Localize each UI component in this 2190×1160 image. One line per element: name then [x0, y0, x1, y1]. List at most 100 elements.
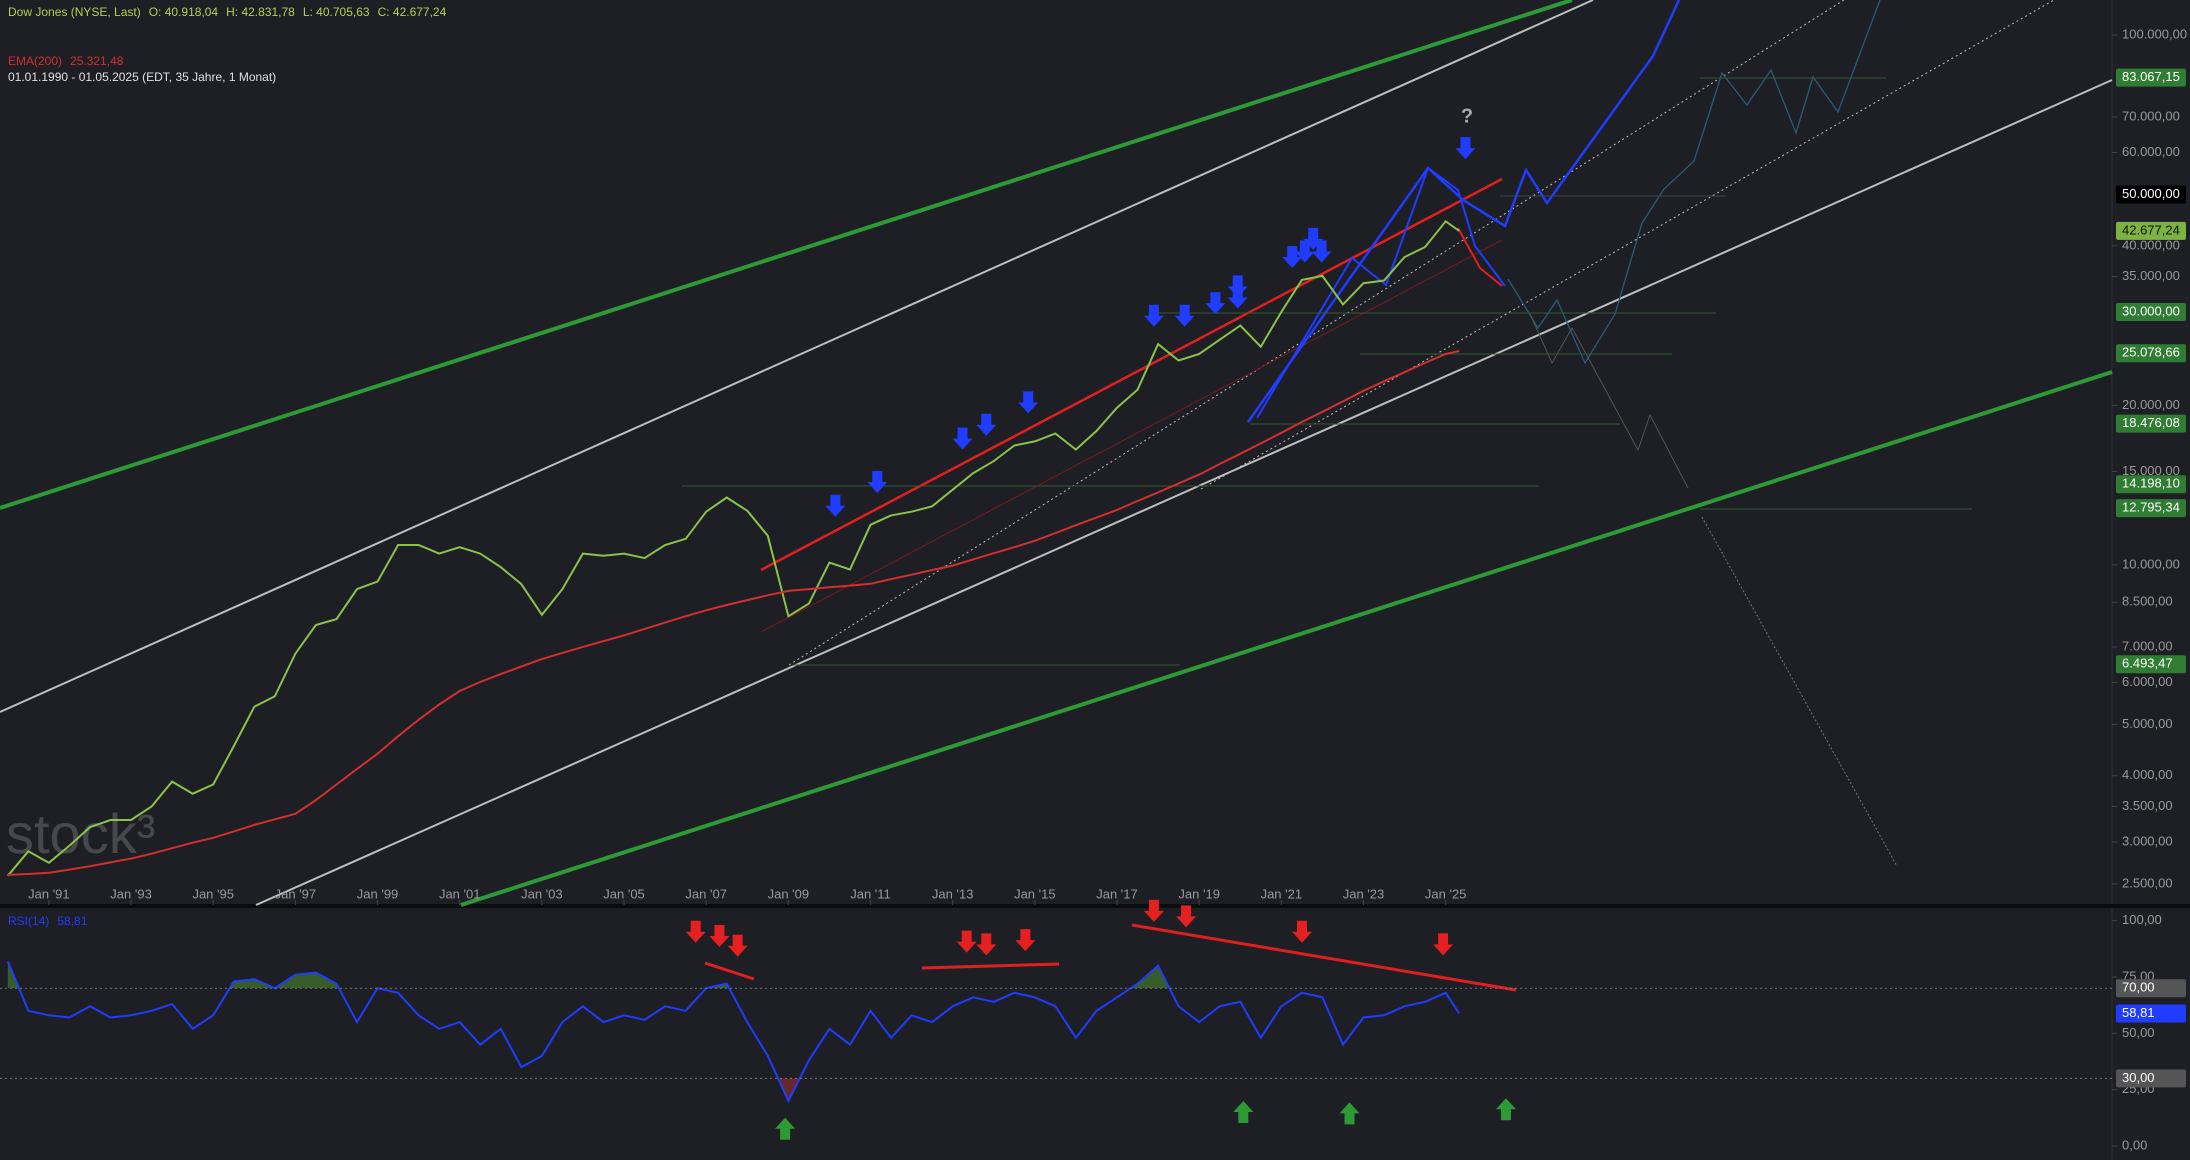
- trendline: [255, 79, 2113, 906]
- trendline: [0, 0, 1594, 713]
- price-tag: [2116, 68, 2186, 87]
- y-tick-label: 20.000,00: [2122, 397, 2180, 412]
- y-tick-label: 6.000,00: [2122, 674, 2173, 689]
- indicator-line: [7, 350, 1460, 876]
- arrow: [727, 934, 748, 957]
- x-tick-label: Jan '93: [110, 886, 152, 901]
- trendline: [704, 961, 755, 981]
- price-tag-label: 70,00: [2122, 980, 2155, 995]
- annotation: ?: [1461, 105, 1473, 127]
- price-tag-label: 6.493,47: [2122, 656, 2173, 671]
- trendline: [1200, 0, 2055, 490]
- subtitle: 01.01.1990 - 01.05.2025 (EDT, 35 Jahre, …: [8, 70, 284, 84]
- price-tag-label: 42.677,24: [2122, 222, 2180, 237]
- x-tick-label: Jan '91: [28, 886, 70, 901]
- trendline: [0, 0, 1573, 510]
- y-tick-label: 10.000,00: [2122, 556, 2180, 571]
- legend-value: 25.321,48: [70, 54, 124, 68]
- arrow: [1174, 304, 1195, 327]
- legend-label: EMA(200): [8, 54, 63, 68]
- date-range: 01.01.1990 - 01.05.2025 (EDT, 35 Jahre, …: [8, 70, 277, 84]
- arrow: [1292, 920, 1313, 943]
- x-tick-label: Jan '21: [1261, 886, 1303, 901]
- price-tag: [2116, 344, 2186, 363]
- y-tick-label: 100,00: [2122, 912, 2162, 927]
- x-tick-label: Jan '97: [275, 886, 317, 901]
- price-tag-label: 12.795,34: [2122, 500, 2180, 515]
- price-tag-label: 30,00: [2122, 1070, 2155, 1085]
- x-tick-label: Jan '17: [1096, 886, 1138, 901]
- arrow: [1455, 137, 1476, 160]
- arrow: [1176, 905, 1197, 928]
- y-tick-label: 3.500,00: [2122, 798, 2173, 813]
- projection: [1529, 313, 1689, 489]
- arrow: [825, 494, 846, 517]
- price-tag: [2116, 185, 2186, 204]
- arrow: [1205, 292, 1226, 315]
- trendline: [921, 962, 1060, 970]
- arrow: [775, 1117, 796, 1140]
- price-tag: [2116, 1004, 2186, 1023]
- panel-divider: [0, 904, 2190, 908]
- y-tick-label: 40.000,00: [2122, 237, 2180, 252]
- projection: [1701, 516, 1898, 867]
- arrow: [952, 427, 973, 450]
- y-tick-label: 50,00: [2122, 1025, 2155, 1040]
- header: Dow Jones (NYSE, Last) O: 40.918,04 H: 42.…: [8, 5, 454, 19]
- y-tick-label: 70.000,00: [2122, 108, 2180, 123]
- price-line: [7, 219, 1460, 877]
- arrow: [709, 924, 730, 947]
- x-tick-label: Jan '09: [768, 886, 810, 901]
- arrow: [1495, 1098, 1516, 1121]
- price-tag-label: 18.476,08: [2122, 415, 2180, 430]
- trendline: [460, 370, 2113, 907]
- trendlines: [0, 0, 2113, 992]
- ohlc: C: 42.677,24: [377, 5, 447, 19]
- projection: [1256, 166, 1506, 419]
- x-tick-label: Jan '19: [1178, 886, 1220, 901]
- ohlc: H: 42.831,78: [226, 5, 295, 19]
- price-tag: [2116, 1069, 2186, 1088]
- price-tag: [2116, 499, 2186, 518]
- price-tag-label: 50.000,00: [2122, 186, 2180, 201]
- rsi-oversold-area: [778, 1078, 800, 1101]
- y-tick-label: 0,00: [2122, 1137, 2147, 1152]
- x-tick-label: Jan '07: [685, 886, 727, 901]
- legend-rsi: RSI(14) 58,81: [8, 914, 95, 928]
- watermark: stock³: [6, 802, 155, 865]
- y-tick-label: 35.000,00: [2122, 268, 2180, 283]
- arrows: [685, 137, 1516, 1140]
- arrow: [1143, 899, 1164, 922]
- arrow: [956, 930, 977, 953]
- y-tick-label: 7.000,00: [2122, 638, 2173, 653]
- y-tick-label: 15.000,00: [2122, 463, 2180, 478]
- price-tag-label: 83.067,15: [2122, 69, 2180, 84]
- arrow: [1018, 391, 1039, 414]
- x-tick-label: Jan '05: [603, 886, 645, 901]
- arrow: [1227, 286, 1248, 309]
- arrow: [867, 470, 888, 493]
- trendline: [760, 177, 1503, 572]
- y-tick-label: 8.500,00: [2122, 594, 2173, 609]
- arrow: [1433, 933, 1454, 956]
- arrow: [976, 413, 997, 436]
- price-tag: [2116, 475, 2186, 494]
- x-tick-label: Jan '15: [1014, 886, 1056, 901]
- x-tick-label: Jan '03: [521, 886, 563, 901]
- price-tag-label: 25.078,66: [2122, 345, 2180, 360]
- y-tick-label: 4.000,00: [2122, 767, 2173, 782]
- indicator-line: [6, 960, 1461, 1104]
- trendline: [1131, 923, 1517, 992]
- x-tick-label: Jan '11: [850, 886, 891, 901]
- price-tag-label: 58,81: [2122, 1005, 2155, 1020]
- legend-ema: EMA(200) 25.321,48: [8, 54, 131, 68]
- price-tag: [2116, 303, 2186, 322]
- y-tick-label: 100.000,00: [2122, 26, 2187, 41]
- arrow: [1143, 304, 1164, 327]
- projection: [1507, 0, 1881, 365]
- price-tag: [2116, 979, 2186, 998]
- arrow: [1233, 1101, 1254, 1124]
- arrow: [976, 933, 997, 956]
- legend-label: RSI(14): [8, 914, 50, 928]
